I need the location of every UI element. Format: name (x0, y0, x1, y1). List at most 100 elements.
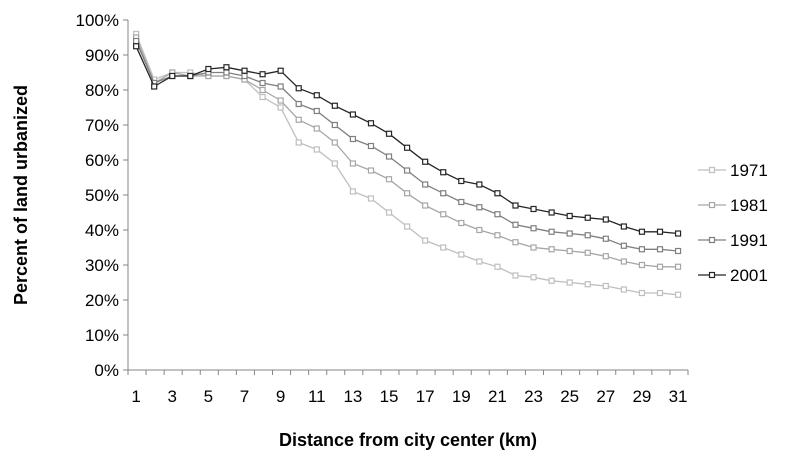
data-point (313, 146, 320, 153)
y-axis: 0% 10% 20% 30% 40% 50% 60% 70% 80% 90% 100% (76, 11, 129, 380)
data-point (584, 214, 591, 221)
x-axis: 1 3 5 7 9 11 13 15 17 19 21 23 25 27 29 31 (127, 369, 689, 406)
data-point (403, 167, 411, 174)
data-point (602, 235, 609, 242)
data-point (566, 230, 573, 237)
data-point (638, 246, 646, 253)
y-tick-label: 20% (85, 291, 119, 310)
data-point (223, 69, 230, 76)
x-tick-label: 5 (204, 387, 213, 406)
data-point (440, 244, 447, 251)
data-point (638, 228, 646, 235)
data-point (530, 205, 537, 213)
data-point (440, 190, 447, 197)
data-point (259, 71, 266, 78)
data-point (349, 188, 357, 195)
data-point (331, 160, 338, 167)
data-point (385, 209, 393, 216)
data-point (313, 107, 320, 115)
x-tick-label: 3 (168, 387, 177, 406)
data-point (385, 153, 393, 160)
y-axis-title: Percent of land urbanized (11, 85, 31, 305)
legend-swatch-marker (708, 236, 716, 244)
legend-label: 1971 (730, 161, 768, 180)
series-layer (133, 30, 682, 298)
data-point (458, 198, 465, 206)
data-point (620, 286, 627, 293)
y-tick-label: 0% (94, 361, 119, 380)
data-point (151, 83, 158, 90)
data-point (295, 116, 302, 123)
data-point (169, 72, 176, 80)
data-point (277, 97, 284, 104)
data-point (349, 160, 357, 167)
data-point (403, 190, 411, 197)
x-tick-label: 19 (452, 387, 471, 406)
data-point (241, 72, 248, 80)
data-point (476, 181, 483, 188)
data-point (422, 181, 429, 188)
data-point (584, 281, 591, 288)
data-point (566, 247, 573, 255)
data-point (512, 202, 519, 209)
data-point (602, 282, 609, 290)
x-tick-label: 27 (596, 387, 615, 406)
data-point (331, 139, 338, 146)
x-tick-label: 31 (669, 387, 688, 406)
y-tick-label: 10% (85, 326, 119, 345)
y-tick-label: 100% (76, 11, 119, 30)
legend-item-1971: 1971 (698, 161, 768, 180)
x-tick-label: 25 (560, 387, 579, 406)
x-tick-label: 29 (632, 387, 651, 406)
series-line-2001 (135, 46, 679, 235)
y-tick-label: 40% (85, 221, 119, 240)
data-point (548, 209, 555, 216)
y-tick-label: 80% (85, 81, 119, 100)
data-point (205, 65, 212, 73)
data-point (422, 237, 429, 244)
data-point (566, 212, 573, 220)
data-point (259, 93, 266, 101)
data-point (638, 261, 646, 269)
data-point (548, 277, 555, 284)
x-tick-label: 9 (276, 387, 285, 406)
x-tick-label: 1 (131, 387, 140, 406)
data-point (403, 223, 411, 230)
data-point (385, 176, 393, 183)
legend: 1971 1981 1991 2001 (698, 161, 768, 285)
data-point (656, 263, 664, 270)
data-point (295, 139, 302, 146)
y-tick-label: 30% (85, 256, 119, 275)
data-point (638, 289, 646, 297)
data-point (476, 258, 483, 265)
legend-item-2001: 2001 (698, 266, 768, 285)
data-point (440, 211, 447, 218)
legend-label: 1981 (730, 196, 768, 215)
data-point (349, 135, 357, 143)
data-point (440, 169, 447, 176)
data-point (620, 223, 627, 230)
x-axis-title: Distance from city center (km) (279, 430, 537, 450)
data-point (602, 216, 609, 223)
data-point (277, 104, 284, 111)
data-point (422, 202, 429, 209)
data-point (458, 251, 465, 258)
data-point (530, 274, 537, 281)
y-tick-label: 70% (85, 116, 119, 135)
data-point (403, 144, 411, 151)
data-point (674, 291, 682, 298)
legend-swatch-marker (708, 166, 716, 174)
series-1981 (133, 34, 682, 270)
x-tick-label: 15 (380, 387, 399, 406)
data-point (584, 249, 591, 256)
series-1971 (133, 30, 682, 298)
legend-swatch-marker (708, 201, 716, 209)
data-point (656, 246, 664, 253)
data-point (494, 190, 501, 197)
data-point (331, 102, 338, 109)
data-point (530, 244, 537, 251)
data-point (494, 211, 501, 218)
data-point (656, 228, 664, 235)
data-point (674, 230, 682, 237)
